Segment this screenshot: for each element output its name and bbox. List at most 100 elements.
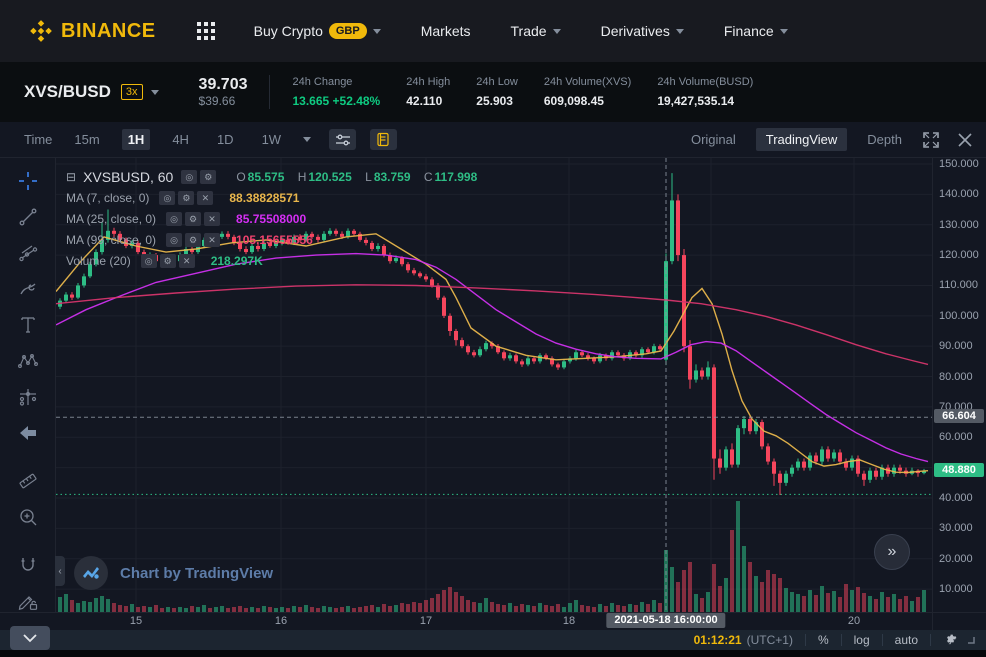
eye-icon[interactable]: ◎ xyxy=(166,232,183,247)
pair-selector-chevron-icon[interactable] xyxy=(150,89,159,95)
top-navigation: BINANCE Buy Crypto GBP Markets Trade Der… xyxy=(0,0,986,62)
divider xyxy=(881,634,883,646)
magnet-tool[interactable] xyxy=(13,554,43,576)
stat-24h-volume-xvs: 24h Volume(XVS) 609,098.45 xyxy=(544,76,631,108)
eye-icon[interactable]: ◎ xyxy=(181,169,198,184)
journal-button[interactable] xyxy=(370,129,398,150)
price-axis[interactable]: 150.000 140.000 130.000 120.000 110.000 100.0… xyxy=(932,158,986,612)
ma25-value: 85.75508000 xyxy=(236,211,307,226)
bottom-strip xyxy=(0,650,986,657)
interval-1h[interactable]: 1H xyxy=(121,129,151,150)
time-axis-corner xyxy=(932,613,986,630)
time-tick-label: 18 xyxy=(562,615,576,627)
interval-4h[interactable]: 4H xyxy=(172,132,189,147)
last-price-usd: $39.66 xyxy=(198,94,236,109)
open-key: O xyxy=(236,169,246,184)
finance-label: Finance xyxy=(723,23,774,39)
toolbar-collapse-tab[interactable]: ‹ xyxy=(55,556,65,586)
stat-24h-volume-busd: 24h Volume(BUSD) 19,427,535.14 xyxy=(657,76,753,108)
crosshair-time-label: 2021-05-18 16:00:00 xyxy=(606,613,726,628)
fullscreen-icon[interactable] xyxy=(922,131,940,149)
stat-label: 24h High xyxy=(406,76,451,88)
journal-icon xyxy=(377,132,389,147)
percent-scale-button[interactable]: % xyxy=(817,633,829,647)
pair-name[interactable]: XVS/BUSD xyxy=(24,82,111,101)
nav-buy-crypto[interactable]: Buy Crypto GBP xyxy=(254,23,381,39)
gear-icon[interactable]: ⚙ xyxy=(159,253,176,268)
price-tick-label: 120.000 xyxy=(939,249,979,262)
chevron-down-icon xyxy=(552,28,561,34)
gear-icon[interactable]: ⚙ xyxy=(185,232,202,247)
legend-collapse-icon[interactable]: ⊟ xyxy=(66,169,77,184)
nav-finance[interactable]: Finance xyxy=(724,23,788,39)
price-block: 39.703 $39.66 xyxy=(199,76,248,108)
view-depth[interactable]: Depth xyxy=(867,132,902,147)
trend-line-tool[interactable] xyxy=(13,206,43,228)
stat-24h-low: 24h Low 25.903 xyxy=(476,76,518,108)
leverage-badge[interactable]: 3x xyxy=(120,84,143,100)
close-icon[interactable]: ✕ xyxy=(204,232,221,247)
brush-tool[interactable] xyxy=(13,278,43,300)
nav-trade[interactable]: Trade xyxy=(511,23,561,39)
binance-logo[interactable]: BINANCE xyxy=(28,18,156,44)
auto-scale-button[interactable]: auto xyxy=(894,633,918,647)
stat-label: 24h Volume(BUSD) xyxy=(657,76,754,88)
timezone-label[interactable]: (UTC+1) xyxy=(746,633,793,647)
tradingview-attribution-link[interactable]: Chart by TradingView xyxy=(120,564,274,582)
gann-fib-tool[interactable] xyxy=(13,242,43,264)
stat-label: 24h Low xyxy=(476,76,518,88)
sliders-icon xyxy=(335,134,350,145)
volume-value: 218.297K xyxy=(210,253,263,268)
nav-markets[interactable]: Markets xyxy=(421,23,471,39)
chart-settings-gear-icon[interactable] xyxy=(943,633,958,648)
interval-more-chevron-icon[interactable] xyxy=(303,137,312,142)
derivatives-label: Derivatives xyxy=(600,23,670,39)
stat-24h-change: 24h Change 13.665 +52.48% xyxy=(292,76,380,108)
interval-1w[interactable]: 1W xyxy=(261,132,282,147)
eye-icon[interactable]: ◎ xyxy=(140,253,157,268)
gear-icon[interactable]: ⚙ xyxy=(200,169,217,184)
gear-icon[interactable]: ⚙ xyxy=(178,190,195,205)
interval-15m[interactable]: 15m xyxy=(74,132,100,147)
candlestick-chart[interactable] xyxy=(56,158,932,612)
stat-value: 42.110 xyxy=(406,94,443,108)
price-tick-label: 80.000 xyxy=(939,370,973,383)
stat-label: 24h Volume(XVS) xyxy=(543,76,632,88)
legend-symbol: XVSBUSD, 60 xyxy=(83,168,174,185)
gear-icon[interactable]: ⚙ xyxy=(185,211,202,226)
eye-icon[interactable]: ◎ xyxy=(166,211,183,226)
currency-badge[interactable]: GBP xyxy=(328,23,367,39)
interval-1d[interactable]: 1D xyxy=(216,132,234,147)
text-tool[interactable] xyxy=(13,314,43,336)
hide-drawing-toolbar-button[interactable] xyxy=(10,626,50,650)
lock-drawings-tool[interactable] xyxy=(13,590,43,612)
resize-corner-icon[interactable] xyxy=(966,635,976,645)
zoom-in-tool[interactable] xyxy=(13,506,43,528)
legend-volume-row: Volume (20) ◎ ⚙ ✕ 218.297K xyxy=(66,250,477,271)
apps-grid-icon[interactable] xyxy=(196,21,216,41)
view-original[interactable]: Original xyxy=(690,132,736,147)
close-icon[interactable]: ✕ xyxy=(197,190,214,205)
crosshair-tool[interactable] xyxy=(13,170,43,192)
arrow-marker-tool[interactable] xyxy=(13,422,43,444)
measure-ruler-tool[interactable] xyxy=(13,470,43,492)
chart-panel: Time 15m 1H 4H 1D 1W Original Trad xyxy=(0,122,986,657)
divider xyxy=(269,75,271,109)
log-scale-button[interactable]: log xyxy=(853,633,870,647)
bottom-controls-bar: 01:12:21 (UTC+1) % log auto xyxy=(0,626,986,650)
scroll-to-realtime-button[interactable]: » xyxy=(874,534,910,570)
forecast-tool[interactable] xyxy=(13,386,43,408)
close-icon[interactable]: ✕ xyxy=(178,253,195,268)
nav-derivatives[interactable]: Derivatives xyxy=(601,23,684,39)
stat-value: 609,098.45 xyxy=(543,94,604,108)
xabcd-pattern-tool[interactable] xyxy=(13,350,43,372)
indicator-settings-button[interactable] xyxy=(329,129,357,150)
time-axis[interactable]: 1516171819202021-05-18 16:00:00 xyxy=(0,612,986,630)
high-value: 120.525 xyxy=(308,169,352,184)
eye-icon[interactable]: ◎ xyxy=(159,190,176,205)
tradingview-logo[interactable] xyxy=(74,556,108,590)
close-icon[interactable]: ✕ xyxy=(204,211,221,226)
view-tradingview[interactable]: TradingView xyxy=(755,128,848,151)
last-price-label: 48.880 xyxy=(934,463,984,478)
close-icon[interactable] xyxy=(958,132,972,147)
